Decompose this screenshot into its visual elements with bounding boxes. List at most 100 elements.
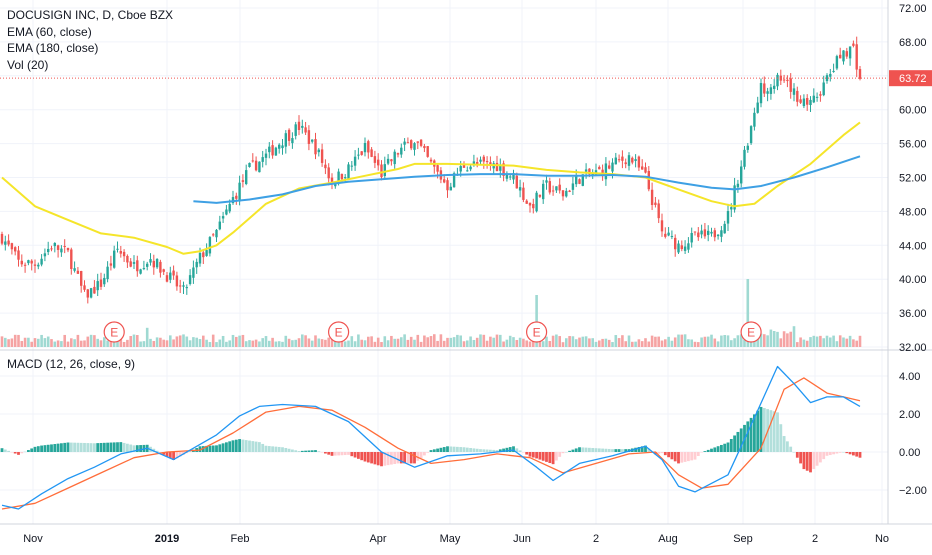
macd-legend[interactable]: MACD (12, 26, close, 9)	[7, 357, 136, 371]
candle-body	[660, 220, 664, 232]
volume-bar	[472, 339, 476, 347]
candle-body	[314, 139, 317, 155]
candle-body	[172, 270, 175, 276]
volume-bar	[225, 341, 228, 347]
candle-body	[367, 141, 370, 153]
candle-body	[786, 79, 789, 82]
candle-body	[756, 102, 759, 113]
earnings-marker[interactable]: E	[103, 321, 125, 343]
volume-bar	[416, 334, 420, 347]
candle-body	[542, 183, 545, 200]
candle-body	[730, 207, 733, 210]
macd-histogram-bar	[687, 452, 690, 462]
candle-body	[238, 182, 241, 202]
macd-histogram-bar	[475, 448, 479, 452]
macd-histogram-bar	[729, 438, 733, 452]
candle-body	[10, 243, 14, 250]
volume-bar	[786, 333, 789, 347]
volume-bar	[508, 335, 512, 347]
macd-histogram-bar	[531, 452, 535, 458]
macd-histogram-bar	[604, 448, 608, 452]
candle-body	[769, 87, 773, 94]
volume-bar	[604, 338, 608, 347]
symbol-title[interactable]: DOCUSIGN INC, D, Cboe BZX	[7, 8, 174, 22]
candle-body	[578, 179, 581, 184]
volume-bar	[713, 338, 717, 347]
candle-body	[192, 267, 195, 278]
volume-bar	[116, 340, 119, 347]
volume-bar	[93, 335, 96, 347]
candle-body	[400, 147, 403, 155]
volume-bar	[538, 338, 542, 347]
volume-bar	[360, 339, 363, 347]
macd-histogram-bar	[753, 414, 756, 452]
time-tick-label: Nov	[23, 533, 43, 545]
ema180-legend[interactable]: EMA (180, close)	[7, 41, 99, 55]
volume-bar	[858, 335, 862, 347]
candle-body	[839, 54, 842, 59]
volume-legend[interactable]: Vol (20)	[7, 57, 49, 72]
macd-histogram-bar	[102, 442, 106, 452]
candle-body	[792, 88, 796, 95]
candle-body	[66, 247, 70, 251]
macd-histogram-bar	[792, 452, 796, 453]
macd-histogram-bar	[60, 443, 63, 452]
candle-body	[60, 248, 63, 253]
macd-histogram-bar	[291, 449, 294, 452]
candle-body	[205, 250, 208, 256]
macd-histogram-bar	[696, 452, 700, 456]
volume-bar	[654, 336, 657, 347]
volume-bar	[350, 336, 354, 347]
volume-bar	[320, 339, 324, 347]
earnings-marker[interactable]: E	[525, 321, 548, 343]
candle-body	[235, 195, 238, 199]
volume-bar	[347, 340, 350, 347]
macd-histogram-bar	[297, 451, 301, 452]
macd-histogram-bar	[50, 444, 53, 452]
candle-body	[782, 79, 786, 81]
ema60-legend[interactable]: EMA (60, close)	[7, 24, 92, 39]
candle-body	[802, 98, 806, 107]
candle-body	[248, 162, 251, 168]
candle-body	[357, 154, 360, 156]
macd-histogram-bar	[320, 452, 324, 453]
macd-tick-label: 2.00	[899, 409, 920, 421]
candle-body	[796, 90, 799, 102]
macd-histogram-bar	[446, 446, 449, 452]
earnings-marker[interactable]: E	[740, 321, 762, 343]
earnings-label: E	[533, 326, 541, 340]
macd-histogram-bar	[23, 451, 27, 453]
volume-bar	[169, 335, 172, 347]
macd-histogram-bar	[168, 452, 172, 459]
macd-histogram-bar	[485, 449, 489, 452]
candle-body	[462, 164, 466, 168]
volume-bar	[4, 337, 7, 347]
candle-body	[710, 231, 713, 234]
volume-bar	[710, 334, 713, 347]
candle-body	[479, 159, 482, 162]
candle-body	[845, 51, 848, 57]
candle-body	[251, 160, 254, 162]
candle-body	[634, 159, 637, 161]
earnings-marker[interactable]: E	[328, 321, 350, 343]
macd-tick-label: 4.00	[899, 371, 920, 383]
macd-histogram-bar	[198, 446, 202, 452]
volume-bar	[766, 335, 769, 347]
volume-bar	[842, 337, 845, 347]
macd-histogram-bar	[228, 441, 232, 452]
macd-histogram-bar	[300, 450, 304, 452]
candle-body	[763, 83, 766, 94]
ema180-line	[193, 155, 861, 204]
candle-body	[410, 140, 413, 149]
macd-histogram-bar	[723, 443, 727, 452]
earnings-circle	[328, 321, 350, 343]
macd-histogram-bar	[241, 439, 245, 452]
price-tick-label: 32.00	[899, 342, 927, 354]
candle-body	[423, 146, 426, 149]
candle-body	[687, 243, 690, 250]
volume-bar	[436, 340, 439, 347]
macd-histogram-bar	[218, 444, 222, 452]
macd-histogram-bar	[588, 447, 591, 452]
